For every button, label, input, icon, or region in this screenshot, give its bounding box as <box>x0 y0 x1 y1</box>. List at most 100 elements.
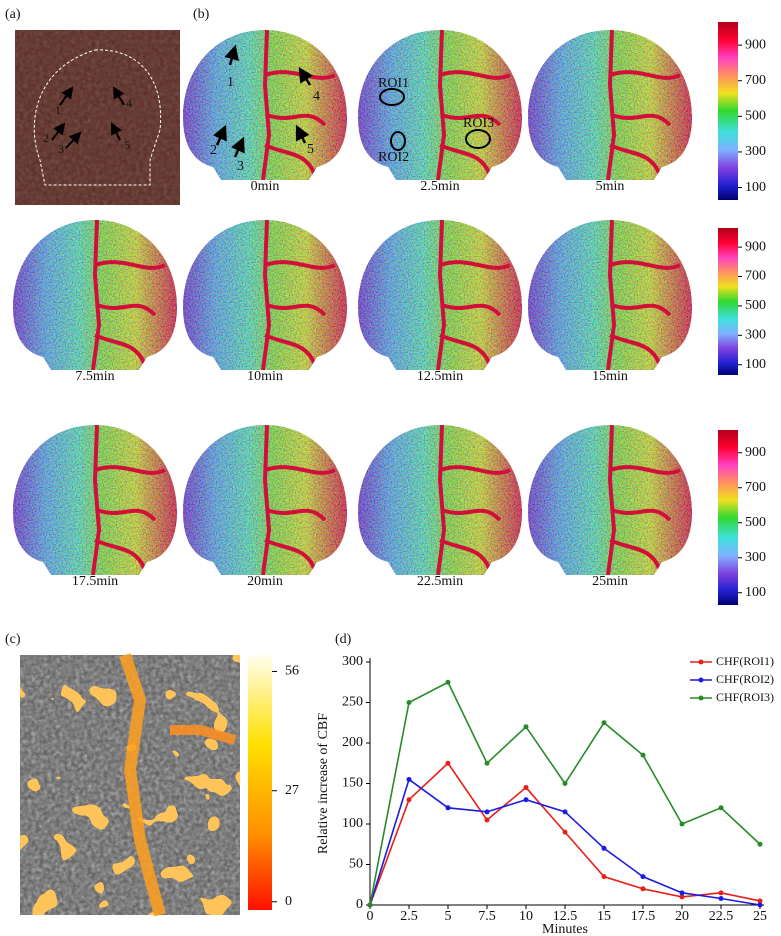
brain-image <box>358 425 522 575</box>
vessel <box>606 220 681 370</box>
x-tick-label: 2.5 <box>400 909 418 924</box>
vessel <box>606 30 681 180</box>
brain-image <box>13 425 177 575</box>
colorbar-label: 500 <box>745 298 766 313</box>
arrow-label: 4 <box>313 89 320 104</box>
panel-label: (c) <box>5 632 21 647</box>
colorbar-label: 0 <box>285 894 292 909</box>
x-tick-label: 25 <box>753 909 767 924</box>
point <box>562 809 568 815</box>
roi <box>379 88 405 106</box>
colorbar-label: 900 <box>745 239 766 254</box>
brain-image <box>358 30 522 180</box>
arrow-label: 3 <box>237 159 244 174</box>
y-axis-label: Relative increase of CBF <box>316 713 331 854</box>
photo-marker: 5 <box>124 138 130 152</box>
vessel <box>436 425 511 575</box>
point <box>523 724 529 730</box>
point <box>679 894 685 900</box>
legend-marker <box>698 659 704 665</box>
brain-image <box>183 30 347 180</box>
point <box>406 797 412 803</box>
brain-map: 10min <box>183 220 347 384</box>
point <box>640 886 646 892</box>
time-label: 22.5min <box>417 574 463 589</box>
colorbar-label: 100 <box>745 357 766 372</box>
brain-map: 0min <box>183 30 347 194</box>
panel-label: (a) <box>5 7 21 22</box>
point <box>406 700 412 705</box>
arrow-label: 1 <box>227 75 234 90</box>
brain-map: 20min <box>183 425 347 589</box>
colorbar-label: 500 <box>745 109 766 124</box>
colorbar-label: 500 <box>745 515 766 530</box>
x-tick-label: 10 <box>519 909 533 924</box>
panel-label: (d) <box>335 632 352 647</box>
colorbar-label: 900 <box>745 37 766 52</box>
overlay-image <box>20 653 240 917</box>
legend-label: CHF(ROI3) <box>716 690 774 704</box>
arrow <box>295 124 310 144</box>
colorbar <box>718 228 738 375</box>
y-tick-label: 0 <box>356 897 363 912</box>
time-label: 7.5min <box>75 369 114 384</box>
point <box>562 829 568 835</box>
x-tick-label: 22.5 <box>709 909 734 924</box>
brain-maps: 0min 2.5min 5min 7.5min 10min 12.5min 15min 17.… <box>13 30 692 589</box>
time-label: 2.5min <box>420 179 459 194</box>
y-tick-label: 250 <box>342 695 363 710</box>
time-label: 12.5min <box>417 369 463 384</box>
point <box>523 785 529 791</box>
brain-image <box>183 220 347 370</box>
roi-label: ROI1 <box>378 76 409 91</box>
brain-image <box>13 220 177 370</box>
colorbar <box>718 430 738 605</box>
photo-marker: 1 <box>55 103 61 117</box>
time-label: 5min <box>596 179 625 194</box>
colorbar-label: 100 <box>745 180 766 195</box>
colorbar-label: 300 <box>745 550 766 565</box>
time-label: 0min <box>251 179 280 194</box>
x-tick-label: 5 <box>445 909 452 924</box>
roi-label: ROI3 <box>463 116 494 131</box>
brain-map: 22.5min <box>358 425 522 589</box>
y-tick-label: 150 <box>342 776 363 791</box>
point <box>757 902 763 908</box>
time-label: 25min <box>592 574 628 589</box>
x-axis-label: Minutes <box>542 922 588 936</box>
brain-map: 25min <box>528 425 692 589</box>
legend-label: CHF(ROI2) <box>716 672 774 686</box>
x-tick-label: 12.5 <box>553 909 578 924</box>
x-tick-label: 0 <box>367 909 374 924</box>
vessel <box>91 220 166 370</box>
brain-image <box>528 220 692 370</box>
legend-label: CHF(ROI1) <box>716 654 774 668</box>
legend-marker <box>698 695 704 701</box>
vessel <box>436 30 511 180</box>
point <box>484 760 490 766</box>
point <box>406 776 412 782</box>
photo-marker: 3 <box>58 142 64 156</box>
vessel <box>261 425 336 575</box>
x-tick-label: 20 <box>675 909 689 924</box>
brain-map: 5min <box>528 30 692 194</box>
y-tick-label: 100 <box>342 816 363 831</box>
x-tick-label: 15 <box>597 909 611 924</box>
point <box>445 679 451 685</box>
arrow-label: 5 <box>307 142 314 157</box>
x-tick-label: 7.5 <box>478 909 496 924</box>
colorbar-label: 27 <box>285 783 299 798</box>
panel-label: (b) <box>193 7 210 22</box>
arrow <box>213 124 227 146</box>
colorbar-label: 700 <box>745 269 766 284</box>
photo: 1 2 3 4 5 <box>15 30 180 205</box>
legend-marker <box>698 677 704 683</box>
point <box>367 902 373 908</box>
colorbar-label: 700 <box>745 480 766 495</box>
vessel <box>91 425 166 575</box>
point <box>601 874 607 880</box>
photo-marker: 2 <box>43 131 49 145</box>
point <box>523 797 529 803</box>
brain-image <box>183 425 347 575</box>
